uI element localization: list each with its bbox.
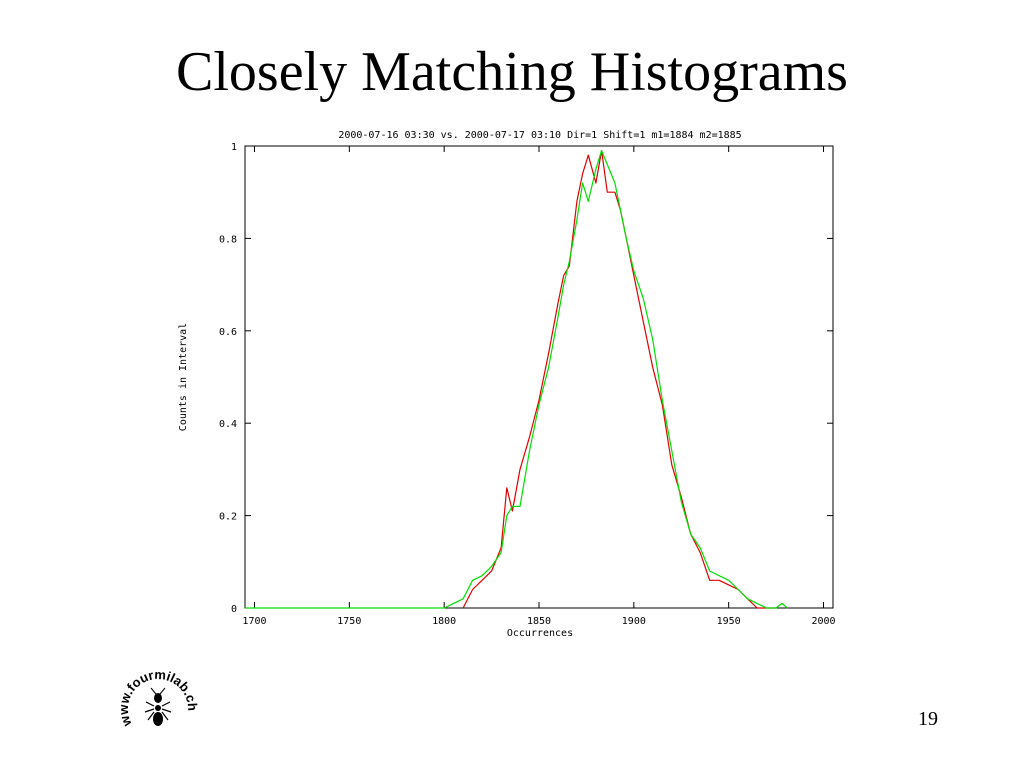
slide-title: Closely Matching Histograms	[176, 41, 848, 103]
series-line-1	[462, 150, 777, 609]
plot-frame	[244, 145, 834, 609]
y-tick-label: 0.8	[219, 234, 237, 245]
page-number: 19	[918, 708, 938, 730]
x-axis-ticks: 1700 1750 1800 1850 1900 1950 2000	[242, 146, 836, 627]
x-tick-label: 1850	[527, 616, 551, 627]
y-axis-ticks: 0 0.2 0.4 0.6 0.8 1	[219, 142, 833, 615]
x-tick-label: 1950	[717, 616, 741, 627]
ant-icon	[144, 687, 172, 726]
x-tick-label: 1900	[622, 616, 646, 627]
chart-title: 2000-07-16 03:30 vs. 2000-07-17 03:10 Di…	[338, 130, 741, 141]
y-axis-label: Counts in Interval	[178, 323, 189, 431]
x-tick-label: 1800	[432, 616, 456, 627]
x-tick-label: 2000	[811, 616, 835, 627]
x-tick-label: 1700	[242, 616, 266, 627]
y-tick-label: 1	[231, 142, 237, 153]
x-axis-label: Occurrences	[507, 628, 573, 639]
y-tick-label: 0	[231, 604, 237, 615]
x-tick-label: 1750	[337, 616, 361, 627]
series-layer	[245, 150, 788, 609]
series-line-2	[245, 150, 788, 609]
y-tick-label: 0.2	[219, 512, 237, 523]
fourmilab-logo: www.fourmilab.ch	[118, 667, 198, 730]
y-tick-label: 0.6	[219, 327, 237, 338]
y-tick-label: 0.4	[219, 419, 237, 430]
